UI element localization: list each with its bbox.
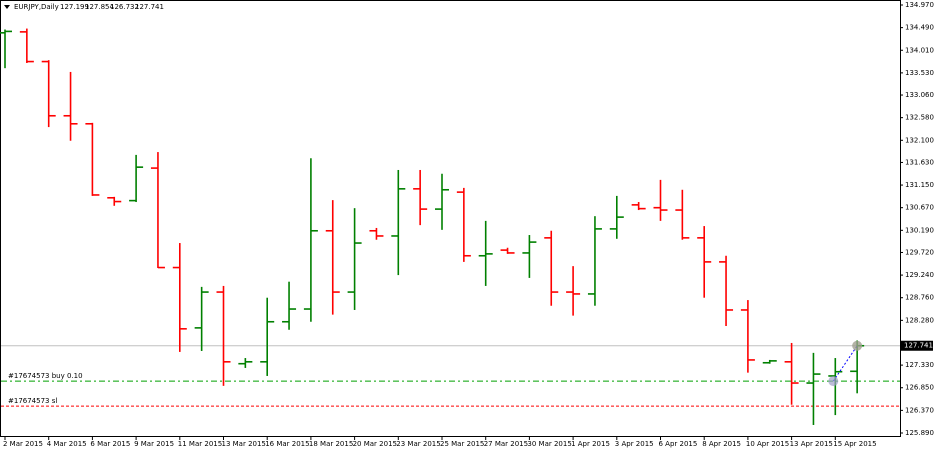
x-tick-label: 1 Apr 2015	[571, 440, 610, 448]
y-tick-label: 133.530	[905, 69, 934, 77]
y-tick-label: 128.280	[905, 316, 934, 324]
x-tick-label: 2 Mar 2015	[3, 440, 43, 448]
x-tick-label: 25 Mar 2015	[440, 440, 484, 448]
x-tick-label: 3 Apr 2015	[615, 440, 654, 448]
x-tick-label: 18 Mar 2015	[309, 440, 353, 448]
x-tick-label: 30 Mar 2015	[527, 440, 571, 448]
x-tick-label: 27 Mar 2015	[484, 440, 528, 448]
y-tick-label: 132.100	[905, 136, 934, 144]
x-tick-label: 10 Apr 2015	[746, 440, 789, 448]
y-tick-label: 129.720	[905, 248, 934, 256]
trade-exit	[852, 340, 863, 351]
y-tick-label: 131.630	[905, 158, 934, 166]
y-tick-label: 127.330	[905, 361, 934, 369]
y-tick-label: 126.370	[905, 406, 934, 414]
y-tick-label: 132.580	[905, 114, 934, 122]
chart-title: EURJPY,Daily	[14, 3, 59, 11]
price-tag	[901, 340, 933, 351]
y-tick-label: 130.190	[905, 226, 934, 234]
y-tick-label: 131.150	[905, 181, 934, 189]
y-tick-label: 134.970	[905, 1, 934, 9]
y-tick-label: 134.010	[905, 46, 934, 54]
x-tick-label: 13 Mar 2015	[222, 440, 266, 448]
header-open: 127.199	[60, 3, 89, 11]
price-tag-label: 127.741	[904, 342, 933, 350]
plot-frame	[0, 0, 901, 437]
menu-arrow[interactable]	[4, 5, 10, 9]
y-tick-label: 130.670	[905, 204, 934, 212]
header-low: 126.732	[110, 3, 139, 11]
y-tick-label: 134.490	[905, 24, 934, 32]
y-tick-label: 128.760	[905, 294, 934, 302]
x-tick-label: 6 Mar 2015	[90, 440, 130, 448]
x-tick-label: 23 Mar 2015	[396, 440, 440, 448]
order-label: #17674573 buy 0.10	[8, 372, 83, 380]
trade-link	[832, 345, 858, 382]
x-tick-label: 15 Apr 2015	[833, 440, 876, 448]
y-tick-label: 126.850	[905, 384, 934, 392]
x-tick-label: 9 Mar 2015	[134, 440, 174, 448]
y-tick-label: 133.060	[905, 91, 934, 99]
header-close: 127.741	[135, 3, 164, 11]
x-tick-label: 8 Apr 2015	[702, 440, 741, 448]
y-tick-label: 125.890	[905, 429, 934, 437]
x-tick-label: 4 Mar 2015	[47, 440, 87, 448]
order-label: #17674573 sl	[8, 397, 57, 405]
header-high: 127.854	[85, 3, 114, 11]
x-tick-label: 13 Apr 2015	[790, 440, 833, 448]
x-tick-label: 11 Mar 2015	[178, 440, 222, 448]
x-tick-label: 20 Mar 2015	[353, 440, 397, 448]
x-tick-label: 16 Mar 2015	[265, 440, 309, 448]
x-tick-label: 6 Apr 2015	[659, 440, 698, 448]
trade-entry	[828, 376, 839, 387]
y-tick-label: 129.240	[905, 271, 934, 279]
